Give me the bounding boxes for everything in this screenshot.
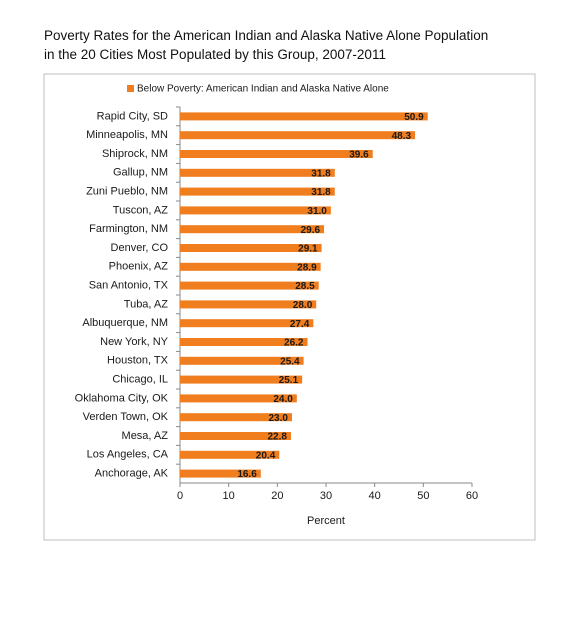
bar [180, 375, 303, 384]
bar [180, 450, 280, 459]
y-tick-label: Gallup, NM [113, 167, 168, 179]
chart-title: Poverty Rates for the American Indian an… [44, 28, 488, 43]
x-tick-label: 50 [417, 490, 429, 502]
value-label: 50.9 [404, 112, 424, 123]
y-tick-label: San Antonio, TX [89, 280, 169, 292]
y-tick-label: Phoenix, AZ [109, 261, 169, 273]
bar [180, 262, 321, 271]
bar [180, 244, 322, 252]
bar [180, 281, 319, 290]
bar [180, 413, 292, 422]
y-tick-label: Zuni Pueblo, NM [86, 186, 168, 198]
chart-title: in the 20 Cities Most Populated by this … [44, 47, 386, 62]
value-label: 20.4 [256, 450, 276, 461]
x-tick-label: 30 [320, 490, 332, 502]
y-tick-label: Los Angeles, CA [87, 449, 169, 461]
value-label: 31.0 [307, 206, 327, 217]
y-tick-label: Minneapolis, MN [86, 129, 168, 141]
value-label: 26.2 [284, 338, 304, 349]
value-label: 29.1 [298, 244, 318, 255]
value-label: 48.3 [392, 131, 412, 142]
value-label: 31.8 [311, 168, 331, 179]
legend-swatch [127, 85, 134, 92]
bar [180, 187, 335, 196]
value-label: 27.4 [290, 319, 310, 330]
bar [180, 469, 261, 478]
value-label: 23.0 [268, 413, 288, 424]
value-label: 22.8 [267, 432, 287, 443]
x-tick-label: 40 [369, 490, 381, 502]
y-tick-label: Tuscon, AZ [113, 204, 169, 216]
bar [180, 338, 308, 346]
bar [180, 112, 428, 121]
x-axis-title: Percent [307, 515, 345, 527]
x-tick-label: 10 [223, 490, 235, 502]
y-tick-label: New York, NY [100, 336, 169, 348]
bar [180, 150, 373, 158]
value-label: 28.5 [295, 281, 315, 292]
value-label: 28.9 [297, 262, 317, 273]
y-tick-label: Shiprock, NM [102, 148, 168, 160]
legend-label: Below Poverty: American Indian and Alask… [137, 84, 389, 95]
y-tick-label: Oklahoma City, OK [75, 392, 169, 404]
value-label: 24.0 [273, 394, 293, 405]
y-tick-label: Mesa, AZ [122, 430, 169, 442]
bar [180, 206, 331, 215]
bar [180, 356, 304, 365]
y-tick-label: Albuquerque, NM [82, 317, 168, 329]
y-tick-label: Houston, TX [107, 355, 169, 367]
value-label: 16.6 [237, 469, 257, 480]
bar [180, 319, 314, 328]
y-tick-label: Rapid City, SD [97, 110, 168, 122]
x-tick-label: 60 [466, 490, 478, 502]
x-tick-label: 20 [271, 490, 283, 502]
y-tick-label: Tuba, AZ [124, 298, 169, 310]
value-label: 39.6 [349, 150, 369, 161]
value-label: 29.6 [301, 225, 321, 236]
bar [180, 394, 297, 403]
y-tick-label: Farmington, NM [89, 223, 168, 235]
bar [180, 168, 335, 177]
value-label: 25.4 [280, 356, 300, 367]
y-tick-label: Chicago, IL [112, 374, 168, 386]
x-tick-label: 0 [177, 490, 183, 502]
bar [180, 432, 291, 440]
value-label: 25.1 [279, 375, 299, 386]
bar [180, 300, 317, 309]
value-label: 31.8 [311, 187, 331, 198]
y-tick-label: Denver, CO [111, 242, 169, 254]
bar [180, 131, 416, 140]
bar [180, 225, 325, 234]
value-label: 28.0 [293, 300, 313, 311]
chart-frame [43, 73, 536, 541]
y-tick-label: Verden Town, OK [83, 411, 169, 423]
y-tick-label: Anchorage, AK [95, 468, 169, 480]
